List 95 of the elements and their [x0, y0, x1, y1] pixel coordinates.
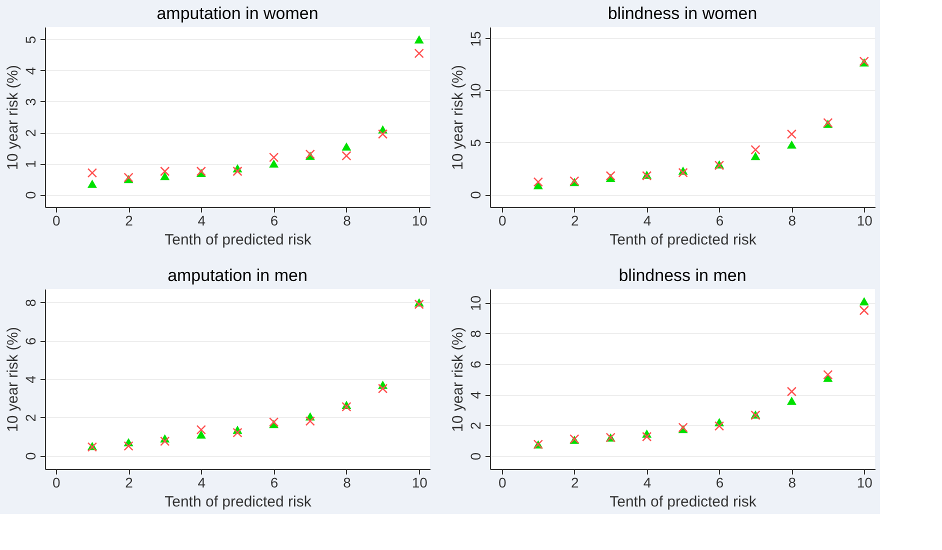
point: [533, 177, 544, 187]
point: [232, 428, 242, 438]
point: [342, 402, 352, 412]
point: [87, 168, 98, 178]
point: [269, 159, 279, 168]
point: [859, 297, 869, 306]
x-tick-label: 8: [343, 474, 352, 490]
y-tick-label: 2: [22, 128, 38, 137]
y-tick-label: 0: [22, 452, 38, 460]
x-tick-label: 0: [52, 474, 60, 490]
y-tick-label: 5: [22, 36, 38, 44]
y-tick-label: 6: [22, 337, 38, 346]
point: [678, 168, 688, 178]
y-tick-label: 15: [468, 30, 484, 47]
x-tick-label: 4: [643, 474, 652, 490]
x-tick-label: 10: [412, 212, 428, 228]
point: [196, 424, 206, 435]
point: [232, 166, 242, 176]
x-tick-label: 10: [856, 474, 873, 490]
x-tick-label: 2: [125, 212, 134, 228]
point: [823, 370, 833, 380]
x-tick-label: 8: [788, 474, 796, 490]
y-tick-label: 10: [468, 82, 484, 99]
point: [342, 150, 352, 161]
x-tick-label: 2: [125, 474, 134, 490]
y-tick-label: 1: [22, 160, 38, 168]
point: [196, 430, 206, 439]
x-tick-label: 2: [570, 212, 579, 228]
x-tick-label: 6: [716, 474, 724, 490]
point: [859, 306, 869, 316]
point: [414, 299, 424, 310]
y-tick-label: 8: [22, 298, 38, 307]
chart-title: amputation in men: [168, 266, 308, 285]
y-axis-title: 10 year risk (%): [4, 326, 22, 432]
point: [750, 152, 760, 160]
x-tick-label: 6: [716, 212, 724, 228]
y-axis-title: 10 year risk (%): [450, 64, 466, 170]
point: [714, 421, 724, 431]
y-tick-label: 5: [468, 138, 484, 147]
x-tick-label: 4: [198, 212, 206, 228]
y-tick-label: 0: [468, 452, 484, 460]
x-axis-title: Tenth of predicted risk: [164, 232, 312, 248]
x-tick-label: 10: [856, 212, 873, 228]
point: [87, 180, 97, 188]
point: [786, 396, 796, 405]
point: [414, 35, 424, 44]
point: [642, 432, 652, 442]
chart-title: amputation in women: [156, 4, 318, 23]
point: [268, 152, 279, 162]
point: [606, 170, 616, 181]
y-tick-label: 10: [468, 295, 484, 312]
x-tick-label: 6: [270, 474, 278, 490]
point: [414, 48, 424, 58]
point: [786, 129, 797, 139]
point: [268, 417, 279, 427]
point: [160, 166, 170, 176]
y-tick-label: 0: [468, 190, 484, 199]
x-axis-title: Tenth of predicted risk: [164, 494, 312, 510]
x-tick-label: 8: [343, 212, 352, 228]
y-tick-label: 4: [22, 66, 38, 75]
y-axis-title: 10 year risk (%): [4, 64, 22, 170]
x-tick-label: 0: [498, 474, 507, 490]
point: [305, 149, 315, 160]
point: [160, 436, 170, 446]
point: [786, 386, 797, 396]
y-tick-label: 4: [468, 391, 484, 400]
chart-title: blindness in women: [608, 4, 758, 23]
point: [160, 172, 170, 180]
point: [305, 416, 315, 426]
point: [378, 129, 388, 139]
y-tick-label: 0: [22, 190, 38, 199]
chart-title: blindness in men: [618, 266, 746, 285]
x-tick-label: 6: [270, 212, 278, 228]
x-tick-label: 8: [788, 212, 796, 228]
x-tick-label: 2: [570, 474, 579, 490]
x-axis-title: Tenth of predicted risk: [610, 232, 757, 248]
point: [378, 384, 388, 394]
point: [124, 441, 134, 451]
y-tick-label: 2: [22, 414, 38, 422]
point: [342, 142, 352, 151]
x-tick-label: 4: [643, 212, 652, 228]
y-tick-label: 4: [22, 375, 38, 384]
y-tick-label: 8: [468, 330, 484, 338]
x-tick-label: 0: [52, 212, 60, 228]
x-tick-label: 10: [412, 474, 428, 490]
y-axis-title: 10 year risk (%): [450, 326, 466, 432]
point: [786, 140, 796, 149]
point: [750, 144, 760, 155]
x-axis-title: Tenth of predicted risk: [610, 494, 757, 510]
point: [196, 166, 206, 176]
y-tick-label: 2: [468, 422, 484, 430]
y-tick-label: 6: [468, 360, 484, 368]
x-tick-label: 0: [498, 212, 507, 228]
y-tick-label: 3: [22, 98, 38, 106]
x-tick-label: 4: [198, 474, 206, 490]
